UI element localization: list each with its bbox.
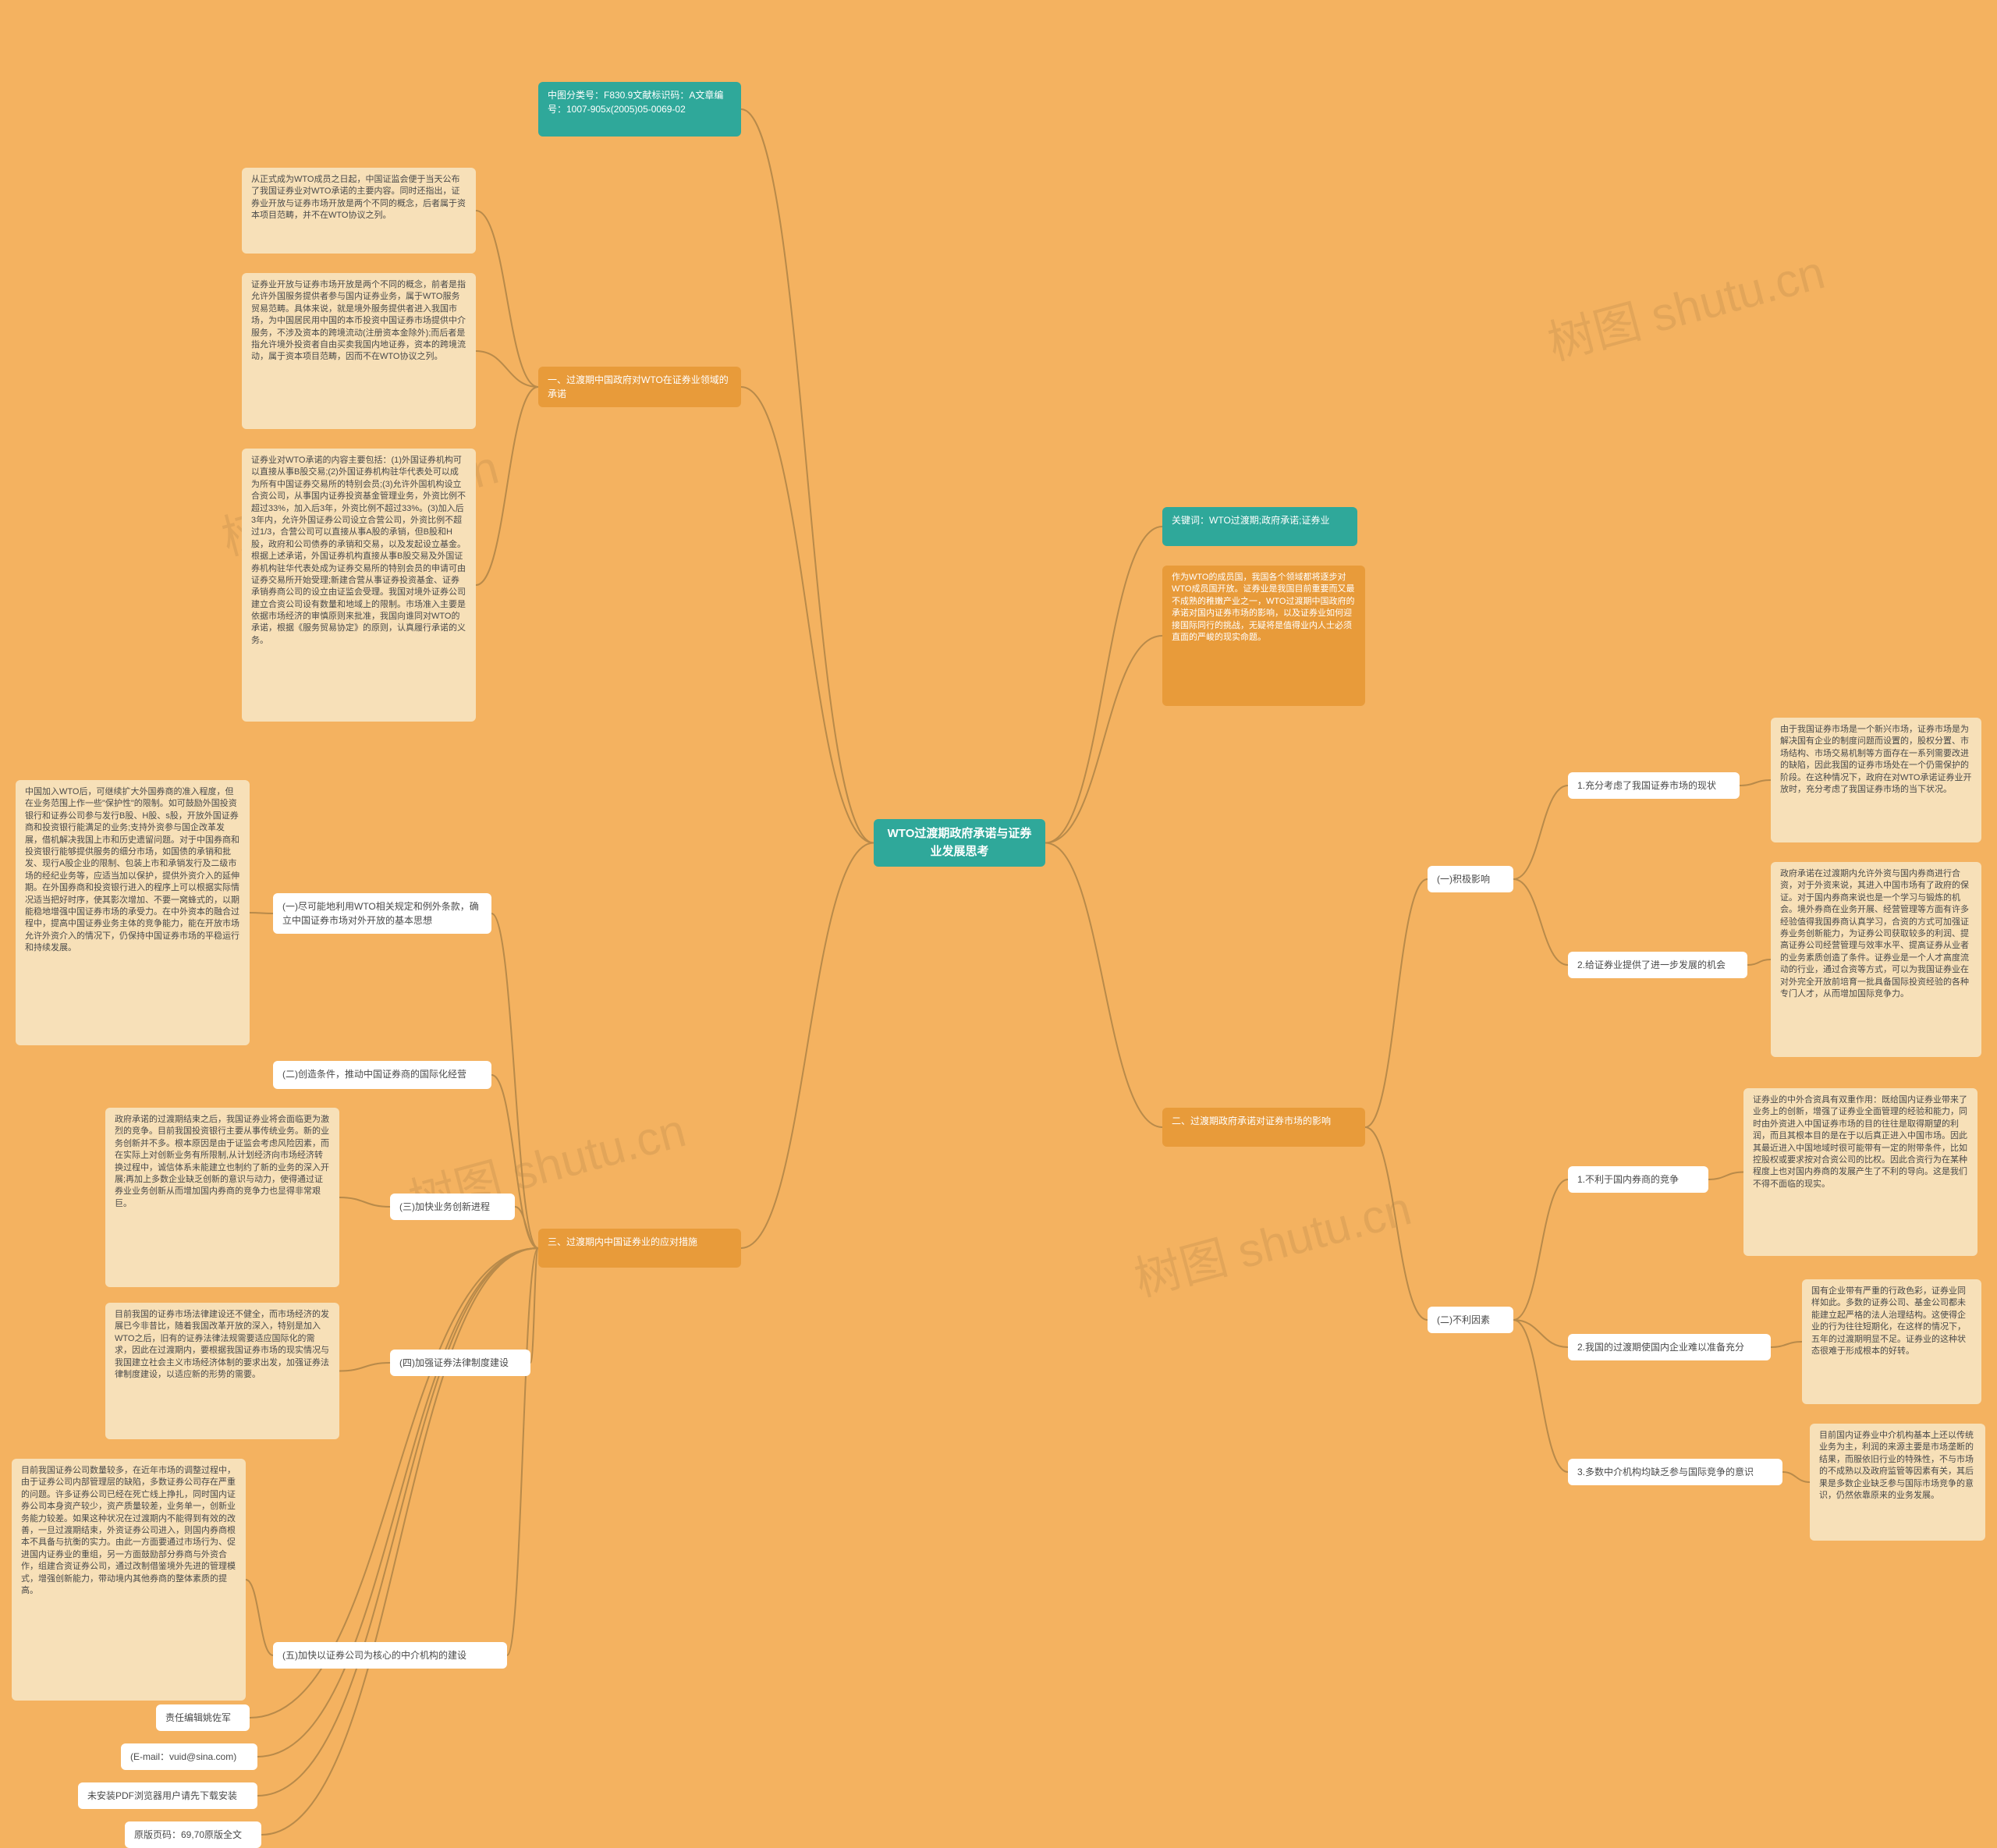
mindmap-node[interactable]: 1.充分考虑了我国证券市场的现状	[1568, 772, 1740, 799]
mindmap-node[interactable]: (四)加强证券法律制度建设	[390, 1350, 530, 1376]
mindmap-node[interactable]: (一)尽可能地利用WTO相关规定和例外条款，确立中国证券市场对外开放的基本思想	[273, 893, 491, 934]
mindmap-node[interactable]: 未安装PDF浏览器用户请先下载安装	[78, 1782, 257, 1809]
node-label: 一、过渡期中国政府对WTO在证券业领域的承诺	[548, 374, 729, 399]
node-label: 原版页码：69,70原版全文	[134, 1829, 242, 1840]
mindmap-node[interactable]: 原版页码：69,70原版全文	[125, 1821, 261, 1848]
connector	[1513, 879, 1568, 965]
connector	[1513, 1320, 1568, 1347]
mindmap-node[interactable]: 中国加入WTO后，可继续扩大外国券商的准入程度，但在业务范围上作一些"保护性"的…	[16, 780, 250, 1045]
node-label: 证券业开放与证券市场开放是两个不同的概念，前者是指允许外国服务提供者参与国内证券…	[251, 280, 466, 361]
node-label: 2.我国的过渡期使国内企业难以准备充分	[1577, 1342, 1744, 1353]
mindmap-node[interactable]: 责任编辑姚佐军	[156, 1704, 250, 1731]
mindmap-node[interactable]: (三)加快业务创新进程	[390, 1194, 515, 1220]
mindmap-root[interactable]: WTO过渡期政府承诺与证券业发展思考	[874, 819, 1045, 867]
node-label: 二、过渡期政府承诺对证券市场的影响	[1172, 1116, 1331, 1126]
mindmap-canvas: 树图 shutu.cn树图 shutu.cn树图 shutu.cn树图 shut…	[0, 0, 1997, 1841]
connector	[1747, 959, 1771, 965]
node-label: (E-mail：vuid@sina.com)	[130, 1751, 236, 1762]
mindmap-node[interactable]: 三、过渡期内中国证券业的应对措施	[538, 1229, 741, 1268]
connector	[339, 1197, 390, 1207]
connector	[339, 1363, 390, 1371]
connector	[741, 843, 874, 1249]
connector	[1708, 1172, 1743, 1180]
node-label: (二)不利因素	[1437, 1314, 1490, 1325]
connector	[741, 387, 874, 843]
node-label: (三)加快业务创新进程	[399, 1201, 490, 1212]
mindmap-node[interactable]: 目前我国的证券市场法律建设还不健全，而市场经济的发展已今非昔比，随着我国改革开放…	[105, 1303, 339, 1439]
connector	[1365, 1127, 1428, 1320]
node-label: 1.充分考虑了我国证券市场的现状	[1577, 780, 1716, 791]
mindmap-node[interactable]: 国有企业带有严重的行政色彩，证券业同样如此。多数的证券公司、基金公司都未能建立起…	[1802, 1279, 1981, 1404]
node-label: (四)加强证券法律制度建设	[399, 1357, 509, 1368]
mindmap-node[interactable]: (一)积极影响	[1428, 866, 1513, 892]
node-label: 证券业对WTO承诺的内容主要包括：(1)外国证券机构可以直接从事B股交易;(2)…	[251, 456, 466, 645]
node-label: 由于我国证券市场是一个新兴市场，证券市场是为解决国有企业的制度问题而设置的，股权…	[1780, 725, 1971, 794]
mindmap-node[interactable]: 关键词：WTO过渡期;政府承诺;证券业	[1162, 507, 1357, 546]
connector	[476, 211, 538, 387]
node-label: 2.给证券业提供了进一步发展的机会	[1577, 959, 1726, 970]
mindmap-node[interactable]: (二)不利因素	[1428, 1307, 1513, 1333]
node-label: 政府承诺在过渡期内允许外资与国内券商进行合资，对于外资来说，其进入中国市场有了政…	[1780, 869, 1969, 998]
node-label: 责任编辑姚佐军	[165, 1712, 231, 1723]
mindmap-node[interactable]: 目前我国证券公司数量较多，在近年市场的调整过程中，由于证券公司内部管理层的缺陷，…	[12, 1459, 246, 1701]
mindmap-node[interactable]: 证券业开放与证券市场开放是两个不同的概念，前者是指允许外国服务提供者参与国内证券…	[242, 273, 476, 429]
mindmap-node[interactable]: 2.给证券业提供了进一步发展的机会	[1568, 952, 1747, 978]
mindmap-node[interactable]: 目前国内证券业中介机构基本上还以传统业务为主，利润的来源主要是市场垄断的结果，而…	[1810, 1424, 1985, 1541]
connector	[1045, 527, 1162, 843]
node-label: (二)创造条件，推动中国证券商的国际化经营	[282, 1069, 466, 1080]
node-label: 国有企业带有严重的行政色彩，证券业同样如此。多数的证券公司、基金公司都未能建立起…	[1811, 1286, 1966, 1356]
mindmap-node[interactable]: 证券业对WTO承诺的内容主要包括：(1)外国证券机构可以直接从事B股交易;(2)…	[242, 449, 476, 722]
mindmap-node[interactable]: (二)创造条件，推动中国证券商的国际化经营	[273, 1061, 491, 1089]
node-label: 目前国内证券业中介机构基本上还以传统业务为主，利润的来源主要是市场垄断的结果，而…	[1819, 1431, 1974, 1500]
connector	[1365, 879, 1428, 1127]
node-label: WTO过渡期政府承诺与证券业发展思考	[883, 825, 1036, 860]
mindmap-node[interactable]: 二、过渡期政府承诺对证券市场的影响	[1162, 1108, 1365, 1147]
node-label: 从正式成为WTO成员之日起，中国证监会便于当天公布了我国证券业对WTO承诺的主要…	[251, 175, 466, 220]
node-label: 目前我国证券公司数量较多，在近年市场的调整过程中，由于证券公司内部管理层的缺陷，…	[21, 1466, 236, 1595]
node-label: 中国加入WTO后，可继续扩大外国券商的准入程度，但在业务范围上作一些"保护性"的…	[25, 787, 239, 952]
connector	[246, 1580, 273, 1655]
connector	[1771, 1342, 1802, 1347]
mindmap-node[interactable]: 1.不利于国内券商的竞争	[1568, 1166, 1708, 1193]
connector	[1045, 843, 1162, 1128]
mindmap-node[interactable]: 中图分类号：F830.9文献标识码：A文章编号：1007-905x(2005)0…	[538, 82, 741, 137]
connector	[476, 387, 538, 585]
connector	[1513, 1179, 1568, 1320]
node-label: (五)加快以证券公司为核心的中介机构的建设	[282, 1650, 466, 1661]
mindmap-node[interactable]: 从正式成为WTO成员之日起，中国证监会便于当天公布了我国证券业对WTO承诺的主要…	[242, 168, 476, 254]
mindmap-node[interactable]: 由于我国证券市场是一个新兴市场，证券市场是为解决国有企业的制度问题而设置的，股权…	[1771, 718, 1981, 842]
node-label: 三、过渡期内中国证券业的应对措施	[548, 1236, 697, 1247]
node-label: 目前我国的证券市场法律建设还不健全，而市场经济的发展已今非昔比，随着我国改革开放…	[115, 1310, 329, 1379]
connector	[741, 109, 874, 843]
node-label: (一)尽可能地利用WTO相关规定和例外条款，确立中国证券市场对外开放的基本思想	[282, 901, 479, 926]
mindmap-node[interactable]: 政府承诺的过渡期结束之后，我国证券业将会面临更为激烈的竞争。目前我国投资银行主要…	[105, 1108, 339, 1287]
connector	[1740, 780, 1771, 786]
mindmap-node[interactable]: (E-mail：vuid@sina.com)	[121, 1743, 257, 1770]
mindmap-node[interactable]: 政府承诺在过渡期内允许外资与国内券商进行合资，对于外资来说，其进入中国市场有了政…	[1771, 862, 1981, 1057]
mindmap-node[interactable]: 一、过渡期中国政府对WTO在证券业领域的承诺	[538, 367, 741, 407]
connector	[1782, 1472, 1810, 1482]
node-label: 1.不利于国内券商的竞争	[1577, 1174, 1679, 1185]
node-label: (一)积极影响	[1437, 874, 1490, 885]
mindmap-node[interactable]: 作为WTO的成员国，我国各个领域都将逐步对WTO成员国开放。证券业是我国目前重要…	[1162, 566, 1365, 706]
connector	[530, 1248, 538, 1363]
mindmap-node[interactable]: 2.我国的过渡期使国内企业难以准备充分	[1568, 1334, 1771, 1360]
node-label: 3.多数中介机构均缺乏参与国际竞争的意识	[1577, 1467, 1754, 1477]
node-label: 证券业的中外合资具有双重作用：既给国内证券业带来了业务上的创新，增强了证券业全面…	[1753, 1095, 1967, 1189]
mindmap-node[interactable]: 证券业的中外合资具有双重作用：既给国内证券业带来了业务上的创新，增强了证券业全面…	[1743, 1088, 1977, 1256]
connector	[1513, 1320, 1568, 1472]
node-label: 政府承诺的过渡期结束之后，我国证券业将会面临更为激烈的竞争。目前我国投资银行主要…	[115, 1115, 329, 1208]
connector	[491, 1075, 538, 1248]
connector	[1045, 636, 1162, 843]
mindmap-node[interactable]: (五)加快以证券公司为核心的中介机构的建设	[273, 1642, 507, 1669]
mindmap-node[interactable]: 3.多数中介机构均缺乏参与国际竞争的意识	[1568, 1459, 1782, 1485]
node-label: 中图分类号：F830.9文献标识码：A文章编号：1007-905x(2005)0…	[548, 90, 723, 115]
node-label: 作为WTO的成员国，我国各个领域都将逐步对WTO成员国开放。证券业是我国目前重要…	[1172, 573, 1354, 642]
node-label: 未安装PDF浏览器用户请先下载安装	[87, 1790, 237, 1801]
node-label: 关键词：WTO过渡期;政府承诺;证券业	[1172, 515, 1329, 526]
connector	[1513, 786, 1568, 879]
